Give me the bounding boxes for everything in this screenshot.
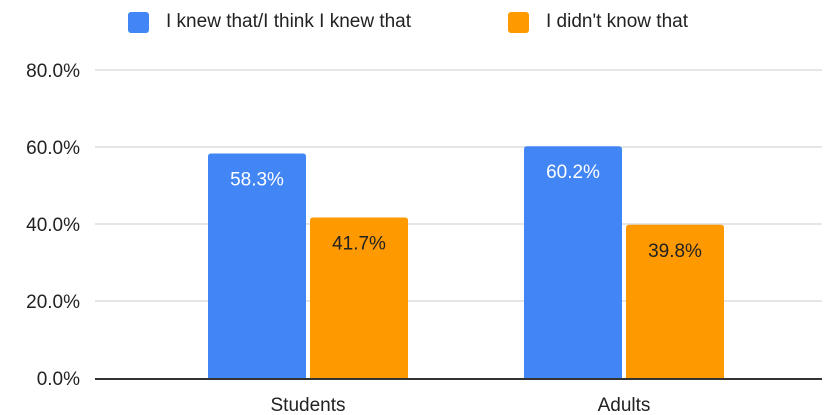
legend-item-didnt-know[interactable]: I didn't know that [508,8,688,36]
bar-adults-series-1 [626,224,724,378]
x-tick-label-adults: Adults [598,395,651,415]
y-tick-label-3: 60.0% [26,138,80,159]
y-tick-label-2: 40.0% [26,215,80,236]
data-label-adults-series-1: 39.8% [648,241,702,262]
data-label-students-series-1: 41.7% [332,233,386,254]
legend-swatch-didnt-know [508,11,529,33]
data-label-adults-series-0: 60.2% [546,162,600,183]
legend-label-knew: I knew that/I think I knew that [166,11,412,32]
data-label-students-series-0: 58.3% [230,170,284,191]
bar-students-series-0 [208,153,306,378]
x-tick-label-students: Students [271,395,346,415]
chart-legend: I knew that/I think I knew that I didn't… [0,8,838,36]
bar-adults-series-0 [524,146,622,378]
bar-students-series-1 [310,217,408,378]
legend-label-didnt-know: I didn't know that [546,11,688,32]
y-tick-label-0: 0.0% [37,369,80,390]
y-tick-label-1: 20.0% [26,292,80,313]
legend-swatch-knew [128,11,149,33]
legend-item-knew[interactable]: I knew that/I think I knew that [128,8,411,36]
y-tick-label-4: 80.0% [26,61,80,82]
